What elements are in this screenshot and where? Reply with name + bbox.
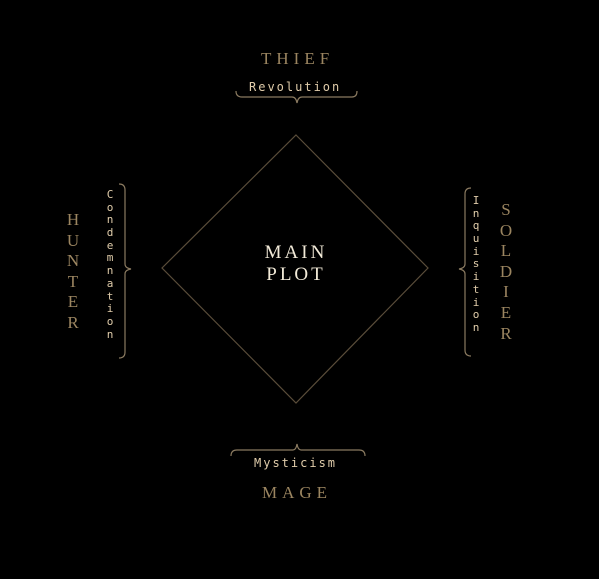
vertical-letter: S: [501, 200, 511, 219]
vertical-letter: o: [106, 200, 114, 214]
vertical-letter: H: [66, 210, 80, 229]
vertical-letter: E: [500, 302, 512, 322]
center-label-line2: PLOT: [266, 264, 326, 285]
left-brace: [118, 183, 132, 359]
vertical-letter: U: [66, 230, 80, 250]
vertical-letter: s: [472, 257, 480, 271]
center-label: MAIN PLOT: [236, 242, 356, 286]
vertical-letter: n: [472, 206, 480, 220]
main-plot-diamond: [161, 134, 429, 404]
vertical-letter: N: [66, 251, 80, 271]
right-brace: [458, 187, 472, 357]
vertical-letter: n: [106, 213, 114, 227]
theme-mysticism: Mysticism: [254, 456, 338, 470]
center-label-line1: MAIN: [264, 242, 328, 263]
vertical-letter: n: [106, 264, 114, 278]
vertical-letter: T: [67, 271, 79, 291]
vertical-letter: n: [106, 327, 114, 341]
vertical-letter: u: [472, 232, 480, 246]
vertical-letter: o: [106, 314, 114, 328]
vertical-letter: R: [67, 312, 79, 332]
role-mage: MAGE: [262, 483, 333, 502]
bottom-brace: [230, 443, 366, 457]
vertical-letter: O: [499, 220, 513, 240]
vertical-letter: C: [106, 188, 114, 201]
vertical-letter: t: [472, 282, 480, 296]
theme-revolution: Revolution: [249, 80, 342, 94]
vertical-letter: I: [472, 194, 480, 207]
top-brace: [235, 90, 358, 104]
vertical-letter: n: [472, 320, 480, 334]
vertical-letter: D: [499, 261, 513, 281]
vertical-letter: q: [472, 219, 480, 233]
vertical-letter: i: [472, 244, 480, 258]
vertical-letter: i: [106, 302, 114, 316]
vertical-letter: o: [472, 308, 480, 322]
vertical-letter: E: [67, 292, 79, 312]
vertical-letter: m: [106, 251, 114, 265]
vertical-letter: i: [472, 295, 480, 309]
vertical-letter: R: [500, 323, 512, 343]
vertical-letter: i: [472, 270, 480, 284]
vertical-letter: I: [503, 282, 509, 302]
vertical-letter: a: [106, 276, 114, 290]
vertical-letter: d: [106, 226, 114, 240]
role-thief: THIEF: [261, 49, 335, 68]
vertical-letter: t: [106, 289, 114, 303]
vertical-letter: e: [106, 238, 114, 252]
vertical-letter: L: [500, 241, 512, 261]
